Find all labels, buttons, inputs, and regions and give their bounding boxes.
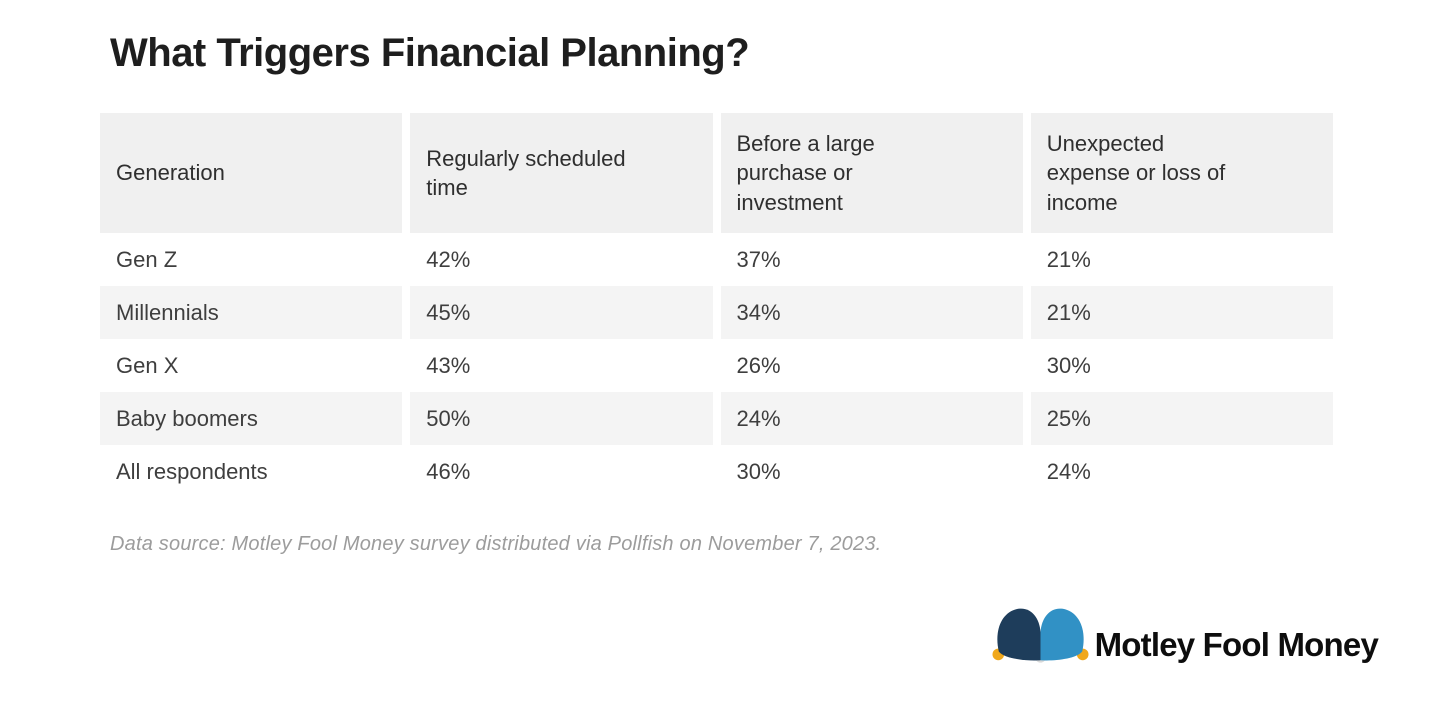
- cell-value: 24%: [1030, 445, 1333, 498]
- cell-value: 25%: [1030, 392, 1333, 445]
- row-label: Gen Z: [100, 233, 403, 286]
- column-header-label: Unexpected expense or loss of income: [1046, 131, 1226, 215]
- cell-value: 45%: [410, 286, 713, 339]
- cell-value: 30%: [720, 445, 1023, 498]
- column-header-label: Generation: [116, 160, 225, 186]
- table-row-gen-z: Gen Z 42% 37% 21%: [100, 233, 1333, 286]
- row-label: Millennials: [100, 286, 403, 339]
- table-row-all-respondents: All respondents 46% 30% 24%: [100, 445, 1333, 498]
- motley-fool-money-logo: Motley Fool Money: [992, 604, 1379, 666]
- cell-value: 50%: [410, 392, 713, 445]
- cell-value: 37%: [720, 233, 1023, 286]
- table-row-gen-x: Gen X 43% 26% 30%: [100, 339, 1333, 392]
- column-header-regular-time: Regularly scheduled time: [410, 113, 713, 233]
- cell-value: 46%: [410, 445, 713, 498]
- table-header-row: Generation Regularly scheduled time Befo…: [100, 113, 1333, 233]
- jester-hat-icon: [992, 608, 1089, 663]
- cell-value: 42%: [410, 233, 713, 286]
- row-label: Baby boomers: [100, 392, 403, 445]
- cell-value: 26%: [720, 339, 1023, 392]
- column-header-label: Before a large purchase or investment: [736, 131, 875, 215]
- row-label: All respondents: [100, 445, 403, 498]
- cell-value: 30%: [1030, 339, 1333, 392]
- table-row-millennials: Millennials 45% 34% 21%: [100, 286, 1333, 339]
- logo-text: Motley Fool Money: [1094, 626, 1379, 664]
- column-header-label: Regularly scheduled time: [426, 145, 626, 200]
- column-header-generation: Generation: [100, 113, 403, 233]
- data-source-note: Data source: Motley Fool Money survey di…: [110, 533, 882, 555]
- cell-value: 43%: [410, 339, 713, 392]
- column-header-unexpected-expense: Unexpected expense or loss of income: [1030, 113, 1333, 233]
- cell-value: 34%: [720, 286, 1023, 339]
- cell-value: 24%: [720, 392, 1023, 445]
- table-row-baby-boomers: Baby boomers 50% 24% 25%: [100, 392, 1333, 445]
- page-title: What Triggers Financial Planning?: [110, 31, 750, 75]
- row-label: Gen X: [100, 339, 403, 392]
- data-table: Generation Regularly scheduled time Befo…: [100, 113, 1333, 498]
- cell-value: 21%: [1030, 233, 1333, 286]
- column-header-large-purchase: Before a large purchase or investment: [720, 113, 1023, 233]
- cell-value: 21%: [1030, 286, 1333, 339]
